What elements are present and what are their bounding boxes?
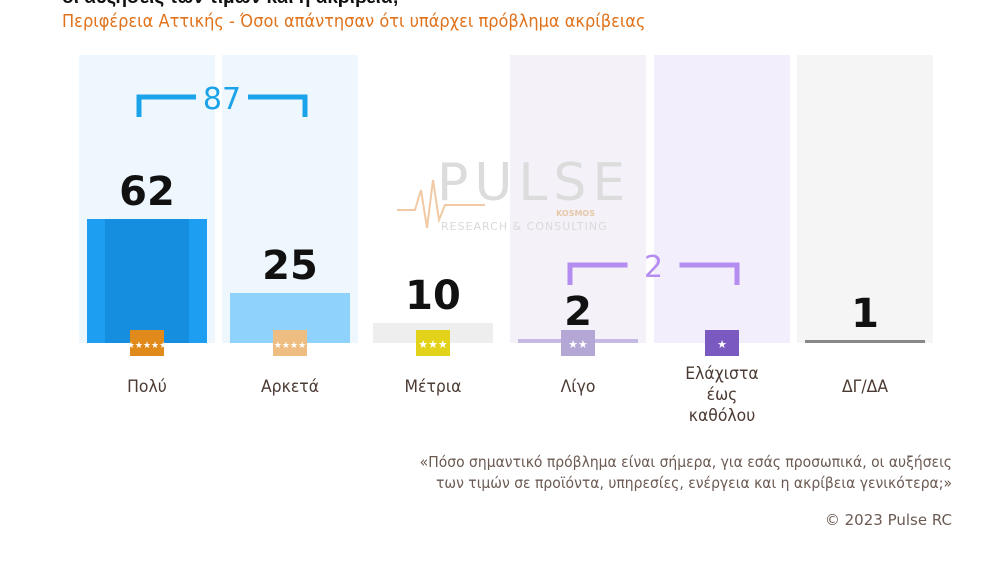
stars-glyph: ★★ <box>568 338 588 351</box>
group-total-label: 87 <box>203 82 241 117</box>
watermark-tagline: RESEARCH & CONSULTING <box>441 220 608 233</box>
question-line-1: «Πόσο σημαντικό πρόβλημα είναι σήμερα, γ… <box>419 453 952 471</box>
category-label: Πολύ <box>127 377 167 397</box>
category-label: Μέτρια <box>404 377 462 397</box>
value-label: 25 <box>262 243 318 289</box>
value-label: 1 <box>851 291 879 337</box>
category-label: Λίγο <box>560 377 596 397</box>
column-background <box>797 55 933 343</box>
stars-glyph: ★ <box>717 338 727 351</box>
group-bracket <box>136 94 308 117</box>
category-label: ΔΓ/ΔΑ <box>841 377 889 397</box>
watermark-brand: PULSE <box>437 153 631 213</box>
star-rating-icon <box>561 330 595 356</box>
bar <box>805 340 925 343</box>
column-background <box>654 55 790 343</box>
category-label: Ελάχιστα έως καθόλου <box>685 364 759 426</box>
watermark-sub-brand: KOSMOS <box>556 209 595 218</box>
stars-glyph: ★★★★★ <box>127 341 167 351</box>
question-line-2: των τιμών σε προϊόντα, υπηρεσίες, ενέργε… <box>436 474 952 492</box>
star-rating-icon <box>416 330 450 356</box>
stars-glyph: ★★★ <box>418 338 448 351</box>
value-label: 2 <box>564 289 592 335</box>
value-label: 62 <box>119 169 175 215</box>
group-bracket <box>567 262 740 285</box>
chart-subtitle: Περιφέρεια Αττικής - Όσοι απάντησαν ότι … <box>62 11 646 32</box>
star-rating-icon <box>273 330 307 356</box>
bar-highlight <box>105 219 189 343</box>
star-rating-icon <box>705 330 739 356</box>
column-background <box>510 55 646 343</box>
survey-question: «Πόσο σημαντικό πρόβλημα είναι σήμερα, γ… <box>412 452 952 494</box>
category-label: Αρκετά <box>260 377 320 397</box>
copyright: © 2023 Pulse RC <box>824 511 952 529</box>
stars-glyph: ★★★★ <box>274 341 306 351</box>
value-label: 10 <box>405 273 461 319</box>
group-total-label: 2 <box>644 250 663 285</box>
pulse-logo-watermark: PULSE KOSMOS RESEARCH & CONSULTING <box>397 153 631 233</box>
chart-title-cut: οι αυξήσεις των τιμών και η ακρίβεια; <box>62 0 399 9</box>
star-rating-icon <box>130 330 164 356</box>
